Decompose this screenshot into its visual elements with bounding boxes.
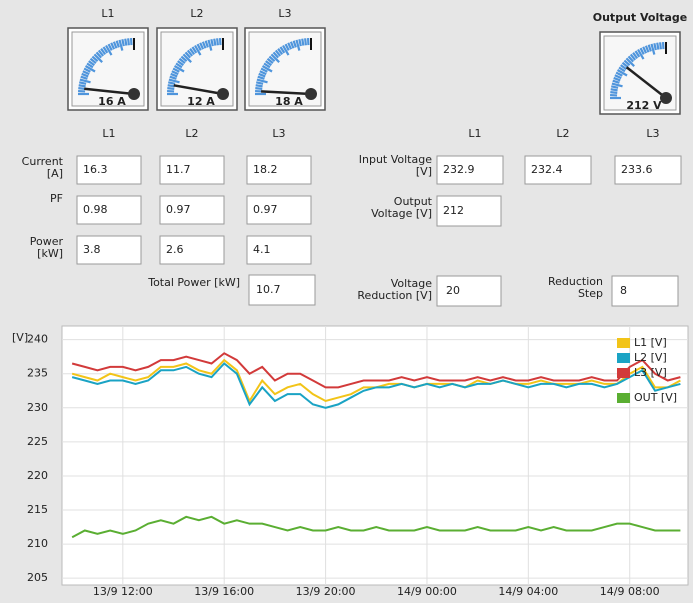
input-value: 233.6: [621, 163, 653, 176]
gauge-tick: [305, 38, 306, 45]
field-label: Total Power [kW]: [147, 276, 240, 289]
gauge-tick: [255, 88, 262, 89]
field-label: Step: [578, 287, 603, 300]
gauge-reading: 16 A: [98, 95, 126, 108]
field-label: PF: [50, 192, 63, 205]
legend-swatch: [617, 353, 630, 363]
x-tick-label: 14/9 04:00: [498, 585, 558, 598]
legend-swatch: [617, 338, 630, 348]
x-tick-label: 14/9 00:00: [397, 585, 457, 598]
gauge-pivot: [217, 88, 229, 100]
gauge-tick: [168, 85, 175, 86]
input-value: 16.3: [83, 163, 108, 176]
gauge-tick: [654, 43, 655, 50]
field-label: Voltage [V]: [371, 207, 432, 220]
gauge-tick: [79, 85, 86, 86]
field-label: Reduction [V]: [357, 289, 432, 302]
input-value: 0.98: [83, 203, 108, 216]
input-value: 8: [620, 284, 627, 297]
input-value: 232.9: [443, 163, 475, 176]
gauge-tick: [79, 82, 86, 83]
gauge-tick: [217, 38, 218, 45]
gauge-reading: 18 A: [275, 95, 303, 108]
legend-swatch: [617, 368, 630, 378]
gauge-tick: [610, 92, 617, 93]
input-value: 10.7: [256, 283, 281, 296]
gauge-pivot: [128, 88, 140, 100]
legend-label: OUT [V]: [634, 391, 677, 404]
y-tick-label: 205: [27, 571, 48, 584]
gauge-tick: [299, 39, 300, 46]
input-value: 212: [443, 204, 464, 217]
gauge-tick: [125, 39, 126, 46]
y-tick-label: 215: [27, 503, 48, 516]
x-tick-label: 13/9 16:00: [194, 585, 254, 598]
x-tick-label: 13/9 20:00: [296, 585, 356, 598]
column-header: L3: [646, 127, 659, 140]
input-value: 18.2: [253, 163, 278, 176]
gauge-label: L2: [190, 7, 203, 20]
gauge-reading: 12 A: [187, 95, 215, 108]
input-value: 0.97: [253, 203, 278, 216]
column-header: L2: [556, 127, 569, 140]
gauge-tick: [611, 89, 618, 90]
input-value: 4.1: [253, 243, 271, 256]
gauge-tick: [657, 43, 658, 50]
y-tick-label: 235: [27, 367, 48, 380]
y-tick-label: 220: [27, 469, 48, 482]
gauge-tick: [168, 82, 175, 83]
input-value: 11.7: [166, 163, 191, 176]
field-label: [kW]: [37, 247, 63, 260]
input-value: 20: [446, 284, 460, 297]
legend-label: L3 [V]: [634, 366, 667, 379]
legend-label: L1 [V]: [634, 336, 667, 349]
plot-area: [62, 326, 688, 585]
legend-label: L2 [V]: [634, 351, 667, 364]
column-header: L2: [185, 127, 198, 140]
gauge-label: L1: [101, 7, 114, 20]
y-tick-label: 230: [27, 401, 48, 414]
gauge-tick: [167, 88, 174, 89]
legend-swatch: [617, 393, 630, 403]
gauge-label: L3: [278, 7, 291, 20]
gauge-label: Output Voltage: [593, 11, 688, 24]
y-tick-label: 210: [27, 537, 48, 550]
gauge-tick: [256, 85, 263, 86]
input-value: 2.6: [166, 243, 184, 256]
gauge-tick: [214, 39, 215, 46]
field-label: [V]: [416, 165, 432, 178]
gauge-pivot: [660, 92, 672, 104]
field-label: [A]: [47, 167, 63, 180]
gauge-tick: [256, 82, 263, 83]
gauge-tick: [78, 88, 85, 89]
input-value: 0.97: [166, 203, 191, 216]
column-header: L1: [102, 127, 115, 140]
x-tick-label: 13/9 12:00: [93, 585, 153, 598]
column-header: L1: [468, 127, 481, 140]
y-axis-label: [V]: [12, 331, 28, 344]
y-tick-label: 225: [27, 435, 48, 448]
gauge-tick: [211, 39, 212, 46]
gauge-tick: [302, 39, 303, 46]
input-value: 3.8: [83, 243, 101, 256]
gauge-reading: 212 V: [626, 99, 662, 112]
input-value: 232.4: [531, 163, 563, 176]
gauge-tick: [611, 86, 618, 87]
x-tick-label: 14/9 08:00: [600, 585, 660, 598]
gauge-pivot: [305, 88, 317, 100]
gauge-tick: [128, 38, 129, 45]
column-header: L3: [272, 127, 285, 140]
gauge-tick: [122, 39, 123, 46]
y-tick-label: 240: [27, 333, 48, 346]
gauge-tick: [660, 42, 661, 49]
